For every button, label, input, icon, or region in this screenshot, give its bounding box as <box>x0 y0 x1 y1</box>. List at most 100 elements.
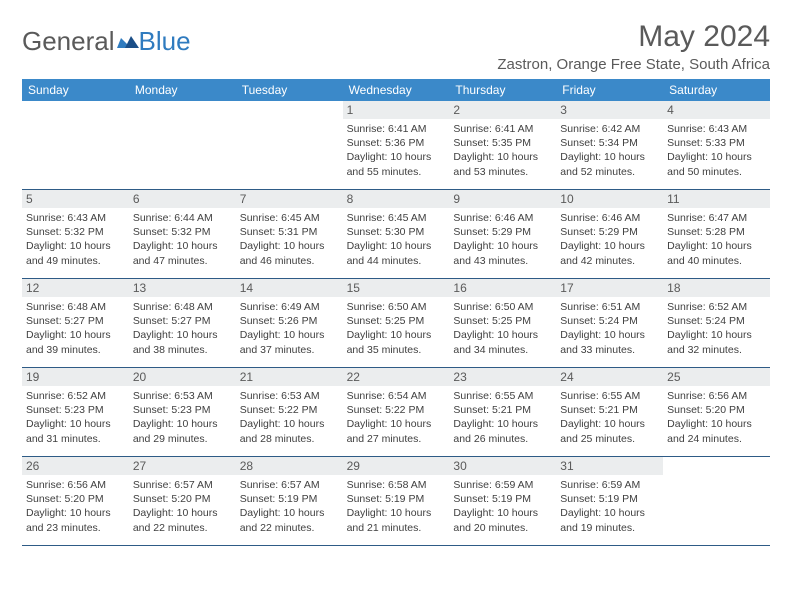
day-details: Sunrise: 6:42 AMSunset: 5:34 PMDaylight:… <box>556 119 663 183</box>
day-cell: 2Sunrise: 6:41 AMSunset: 5:35 PMDaylight… <box>449 101 556 189</box>
sunrise-line: Sunrise: 6:50 AM <box>453 300 552 314</box>
day-number: 11 <box>663 190 770 208</box>
sunrise-line: Sunrise: 6:47 AM <box>667 211 766 225</box>
day-number: 19 <box>22 368 129 386</box>
logo: General Blue <box>22 26 191 57</box>
day-cell: 11Sunrise: 6:47 AMSunset: 5:28 PMDayligh… <box>663 190 770 278</box>
sunrise-line: Sunrise: 6:46 AM <box>453 211 552 225</box>
location-subtitle: Zastron, Orange Free State, South Africa <box>497 56 770 73</box>
sunrise-line: Sunrise: 6:57 AM <box>133 478 232 492</box>
logo-mark-icon <box>117 32 139 55</box>
daylight-line: Daylight: 10 hours and 47 minutes. <box>133 239 232 267</box>
sunset-line: Sunset: 5:31 PM <box>240 225 339 239</box>
weekday-header: Friday <box>556 79 663 101</box>
day-cell: 17Sunrise: 6:51 AMSunset: 5:24 PMDayligh… <box>556 279 663 367</box>
day-cell: 22Sunrise: 6:54 AMSunset: 5:22 PMDayligh… <box>343 368 450 456</box>
daylight-line: Daylight: 10 hours and 38 minutes. <box>133 328 232 356</box>
day-details: Sunrise: 6:59 AMSunset: 5:19 PMDaylight:… <box>556 475 663 539</box>
day-number: 4 <box>663 101 770 119</box>
day-number: 16 <box>449 279 556 297</box>
sunset-line: Sunset: 5:23 PM <box>26 403 125 417</box>
day-cell: 21Sunrise: 6:53 AMSunset: 5:22 PMDayligh… <box>236 368 343 456</box>
day-details: Sunrise: 6:57 AMSunset: 5:20 PMDaylight:… <box>129 475 236 539</box>
day-number: 6 <box>129 190 236 208</box>
daylight-line: Daylight: 10 hours and 32 minutes. <box>667 328 766 356</box>
day-number: 10 <box>556 190 663 208</box>
day-cell <box>129 101 236 189</box>
day-number: 30 <box>449 457 556 475</box>
daylight-line: Daylight: 10 hours and 31 minutes. <box>26 417 125 445</box>
sunrise-line: Sunrise: 6:57 AM <box>240 478 339 492</box>
sunrise-line: Sunrise: 6:43 AM <box>667 122 766 136</box>
sunrise-line: Sunrise: 6:59 AM <box>453 478 552 492</box>
day-details: Sunrise: 6:49 AMSunset: 5:26 PMDaylight:… <box>236 297 343 361</box>
sunset-line: Sunset: 5:30 PM <box>347 225 446 239</box>
day-details: Sunrise: 6:48 AMSunset: 5:27 PMDaylight:… <box>129 297 236 361</box>
day-cell: 14Sunrise: 6:49 AMSunset: 5:26 PMDayligh… <box>236 279 343 367</box>
day-cell <box>663 457 770 545</box>
day-cell: 9Sunrise: 6:46 AMSunset: 5:29 PMDaylight… <box>449 190 556 278</box>
day-number: 1 <box>343 101 450 119</box>
day-details: Sunrise: 6:47 AMSunset: 5:28 PMDaylight:… <box>663 208 770 272</box>
sunset-line: Sunset: 5:24 PM <box>560 314 659 328</box>
sunset-line: Sunset: 5:23 PM <box>133 403 232 417</box>
daylight-line: Daylight: 10 hours and 50 minutes. <box>667 150 766 178</box>
weeks-container: 1Sunrise: 6:41 AMSunset: 5:36 PMDaylight… <box>22 101 770 546</box>
day-number: 31 <box>556 457 663 475</box>
sunrise-line: Sunrise: 6:54 AM <box>347 389 446 403</box>
week-row: 1Sunrise: 6:41 AMSunset: 5:36 PMDaylight… <box>22 101 770 190</box>
week-row: 26Sunrise: 6:56 AMSunset: 5:20 PMDayligh… <box>22 457 770 546</box>
sunrise-line: Sunrise: 6:52 AM <box>667 300 766 314</box>
day-number: 9 <box>449 190 556 208</box>
day-cell: 26Sunrise: 6:56 AMSunset: 5:20 PMDayligh… <box>22 457 129 545</box>
day-details: Sunrise: 6:41 AMSunset: 5:36 PMDaylight:… <box>343 119 450 183</box>
day-number: 23 <box>449 368 556 386</box>
sunrise-line: Sunrise: 6:58 AM <box>347 478 446 492</box>
calendar-grid: SundayMondayTuesdayWednesdayThursdayFrid… <box>22 79 770 546</box>
sunset-line: Sunset: 5:28 PM <box>667 225 766 239</box>
day-number: 29 <box>343 457 450 475</box>
sunset-line: Sunset: 5:22 PM <box>347 403 446 417</box>
day-details: Sunrise: 6:57 AMSunset: 5:19 PMDaylight:… <box>236 475 343 539</box>
day-cell: 10Sunrise: 6:46 AMSunset: 5:29 PMDayligh… <box>556 190 663 278</box>
daylight-line: Daylight: 10 hours and 46 minutes. <box>240 239 339 267</box>
logo-text-general: General <box>22 26 115 57</box>
sunset-line: Sunset: 5:24 PM <box>667 314 766 328</box>
day-number: 26 <box>22 457 129 475</box>
daylight-line: Daylight: 10 hours and 44 minutes. <box>347 239 446 267</box>
day-details: Sunrise: 6:52 AMSunset: 5:23 PMDaylight:… <box>22 386 129 450</box>
day-cell: 20Sunrise: 6:53 AMSunset: 5:23 PMDayligh… <box>129 368 236 456</box>
daylight-line: Daylight: 10 hours and 39 minutes. <box>26 328 125 356</box>
day-number: 14 <box>236 279 343 297</box>
daylight-line: Daylight: 10 hours and 55 minutes. <box>347 150 446 178</box>
daylight-line: Daylight: 10 hours and 43 minutes. <box>453 239 552 267</box>
day-number: 21 <box>236 368 343 386</box>
day-details: Sunrise: 6:58 AMSunset: 5:19 PMDaylight:… <box>343 475 450 539</box>
day-details: Sunrise: 6:45 AMSunset: 5:31 PMDaylight:… <box>236 208 343 272</box>
day-details: Sunrise: 6:41 AMSunset: 5:35 PMDaylight:… <box>449 119 556 183</box>
sunrise-line: Sunrise: 6:45 AM <box>240 211 339 225</box>
day-details: Sunrise: 6:50 AMSunset: 5:25 PMDaylight:… <box>343 297 450 361</box>
day-number: 13 <box>129 279 236 297</box>
sunset-line: Sunset: 5:27 PM <box>133 314 232 328</box>
day-cell: 7Sunrise: 6:45 AMSunset: 5:31 PMDaylight… <box>236 190 343 278</box>
day-details: Sunrise: 6:46 AMSunset: 5:29 PMDaylight:… <box>449 208 556 272</box>
daylight-line: Daylight: 10 hours and 40 minutes. <box>667 239 766 267</box>
sunset-line: Sunset: 5:20 PM <box>667 403 766 417</box>
sunrise-line: Sunrise: 6:55 AM <box>560 389 659 403</box>
day-details: Sunrise: 6:55 AMSunset: 5:21 PMDaylight:… <box>556 386 663 450</box>
calendar-page: General Blue May 2024 Zastron, Orange Fr… <box>0 0 792 566</box>
sunset-line: Sunset: 5:21 PM <box>453 403 552 417</box>
sunset-line: Sunset: 5:27 PM <box>26 314 125 328</box>
daylight-line: Daylight: 10 hours and 52 minutes. <box>560 150 659 178</box>
day-cell: 5Sunrise: 6:43 AMSunset: 5:32 PMDaylight… <box>22 190 129 278</box>
day-cell: 18Sunrise: 6:52 AMSunset: 5:24 PMDayligh… <box>663 279 770 367</box>
day-cell: 31Sunrise: 6:59 AMSunset: 5:19 PMDayligh… <box>556 457 663 545</box>
daylight-line: Daylight: 10 hours and 27 minutes. <box>347 417 446 445</box>
day-details: Sunrise: 6:55 AMSunset: 5:21 PMDaylight:… <box>449 386 556 450</box>
day-number: 17 <box>556 279 663 297</box>
weekday-header: Thursday <box>449 79 556 101</box>
weekday-header: Monday <box>129 79 236 101</box>
daylight-line: Daylight: 10 hours and 23 minutes. <box>26 506 125 534</box>
logo-text-blue: Blue <box>139 26 191 57</box>
